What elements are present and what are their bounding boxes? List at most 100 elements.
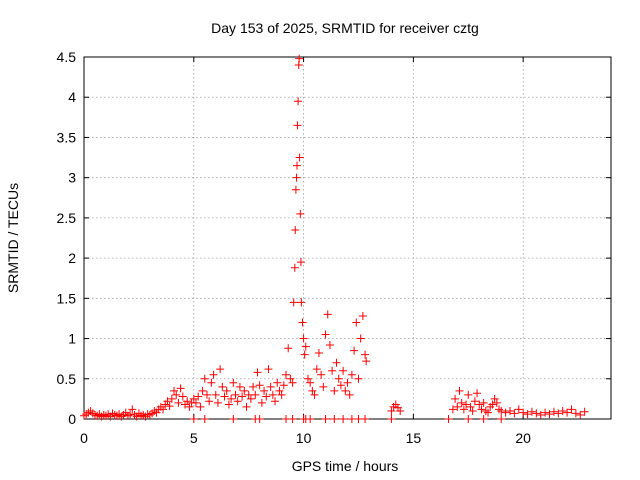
data-point: [332, 358, 341, 367]
data-point: [310, 390, 319, 399]
data-point: [444, 415, 453, 423]
data-point: [205, 397, 214, 406]
data-point: [330, 415, 339, 423]
data-point: [216, 365, 225, 374]
data-point: [468, 406, 477, 415]
data-point: [174, 398, 183, 407]
data-point: [170, 386, 179, 395]
data-point: [453, 402, 462, 411]
data-point: [352, 318, 361, 327]
data-point: [297, 298, 306, 307]
data-point: [306, 378, 315, 387]
data-point: [218, 382, 227, 391]
data-point: [233, 397, 242, 406]
data-point: [291, 185, 300, 194]
data-point: [356, 334, 365, 343]
data-point: [325, 340, 334, 349]
data-point: [567, 405, 576, 414]
data-point: [492, 398, 501, 407]
data-point: [358, 312, 367, 321]
data-point: [257, 398, 266, 407]
data-point: [229, 378, 238, 387]
data-point: [167, 394, 176, 403]
grid: [84, 57, 611, 419]
data-point: [202, 390, 211, 399]
x-axis-label: GPS time / hours: [292, 458, 399, 474]
data-point: [196, 402, 205, 411]
data-point: [497, 415, 506, 423]
y-tick-label: 1.5: [57, 290, 77, 306]
x-tick-label: 20: [515, 430, 531, 446]
data-point: [240, 386, 249, 395]
data-point: [238, 392, 247, 401]
data-point: [300, 350, 309, 359]
data-point: [563, 408, 572, 417]
data-point: [220, 392, 229, 401]
data-point: [455, 386, 464, 395]
data-point: [464, 390, 473, 399]
data-point: [350, 346, 359, 355]
data-point: [462, 400, 471, 409]
data-point: [497, 406, 506, 415]
y-tick-label: 3.5: [57, 129, 77, 145]
data-point: [264, 365, 273, 374]
data-point: [514, 405, 523, 414]
data-point: [260, 386, 269, 395]
data-point: [126, 410, 135, 419]
data-point: [387, 415, 396, 423]
data-point: [227, 394, 236, 403]
data-point: [549, 407, 558, 416]
data-point: [296, 258, 305, 267]
data-point: [172, 390, 181, 399]
data-point: [554, 409, 563, 418]
data-point: [571, 409, 580, 418]
data-point: [319, 382, 328, 391]
data-point: [286, 374, 295, 383]
data-point: [306, 415, 315, 423]
data-point: [314, 349, 323, 358]
data-point: [255, 381, 264, 390]
data-point: [271, 397, 280, 406]
data-point: [295, 153, 304, 162]
data-point: [288, 415, 297, 423]
data-point: [451, 394, 460, 403]
data-point: [273, 378, 282, 387]
data-point: [536, 410, 545, 419]
data-point: [249, 382, 258, 391]
data-point: [279, 381, 288, 390]
data-point: [505, 406, 514, 415]
data-point: [189, 394, 198, 403]
data-point: [457, 398, 466, 407]
x-tick-label: 15: [406, 430, 422, 446]
data-point: [288, 378, 297, 387]
data-point: [198, 386, 207, 395]
data-point: [282, 370, 291, 379]
data-point: [290, 263, 299, 272]
data-point: [330, 386, 339, 395]
y-axis-label: SRMTID / TECUs: [5, 183, 21, 293]
y-tick-label: 0: [68, 411, 76, 427]
data-point: [277, 390, 286, 399]
data-point: [545, 410, 554, 419]
x-tick-label: 5: [190, 430, 198, 446]
data-point: [235, 382, 244, 391]
data-point: [334, 374, 343, 383]
data-point: [488, 400, 497, 409]
data-point: [475, 400, 484, 409]
data-point: [303, 374, 312, 383]
data-point: [501, 408, 510, 417]
data-point: [484, 408, 493, 417]
data-point: [321, 415, 330, 423]
data-point: [299, 334, 308, 343]
data-point: [470, 397, 479, 406]
data-point: [527, 407, 536, 416]
data-point: [178, 392, 187, 401]
data-point: [294, 97, 303, 106]
data-point: [339, 366, 348, 375]
data-point: [510, 409, 519, 418]
y-tick-label: 4.5: [57, 49, 77, 65]
x-tick-label: 10: [296, 430, 312, 446]
data-point: [312, 365, 321, 374]
data-point: [361, 415, 370, 423]
